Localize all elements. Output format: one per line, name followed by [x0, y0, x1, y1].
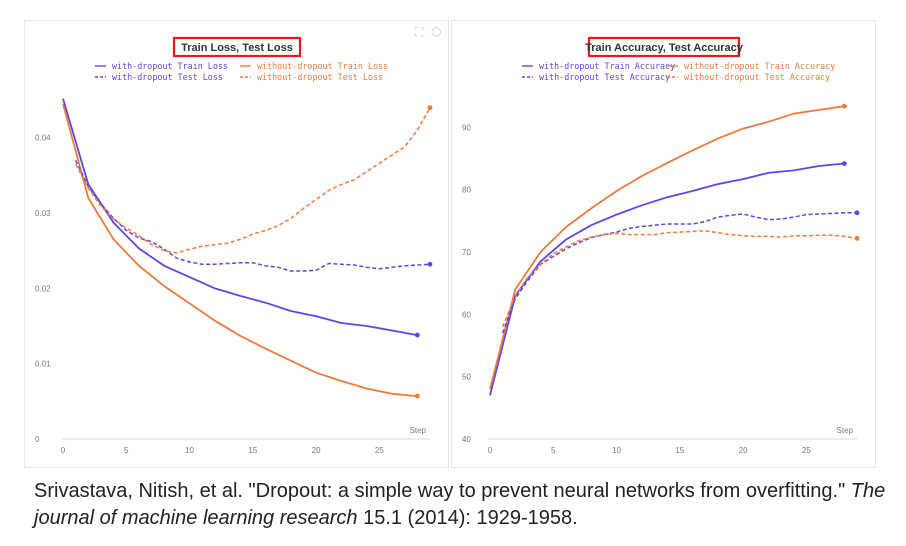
chart-title: Train Loss, Test Loss — [181, 42, 293, 54]
expand-icon[interactable]: ⛶ — [415, 25, 424, 39]
y-tick-label: 50 — [462, 373, 471, 382]
series-line-without-dropout-train-accuracy — [489, 105, 845, 390]
series-end-point-without-dropout-test-accuracy — [854, 235, 860, 241]
series-end-point-with-dropout-train-loss — [414, 332, 420, 338]
series-end-point-with-dropout-test-loss — [427, 261, 433, 267]
legend-label-without-dropout-test-accuracy: without-dropout Test Accuracy — [684, 72, 830, 82]
accuracy-chart: Train Accuracy, Test Accuracy with-dropou… — [462, 36, 860, 455]
series-end-point-with-dropout-test-accuracy — [854, 210, 860, 216]
y-tick-label: 70 — [462, 248, 471, 257]
loss-chart: Train Loss, Test Loss with-dropout Train … — [35, 36, 433, 455]
y-tick-label: 40 — [462, 435, 471, 444]
y-tick-label: 0.02 — [35, 284, 51, 293]
citation-details: 15.1 (2014): 1929-1958. — [357, 507, 578, 529]
legend-label-without-dropout-train-loss: without-dropout Train Loss — [257, 61, 388, 71]
series-line-with-dropout-train-accuracy — [489, 162, 845, 396]
series-end-point-without-dropout-train-loss — [414, 393, 420, 399]
accuracy-chart-panel: Train Accuracy, Test Accuracy with-dropou… — [451, 20, 876, 468]
loss-chart-panel: Train Loss, Test Loss with-dropout Train … — [24, 20, 449, 468]
x-tick-label: 5 — [551, 446, 556, 455]
series-line-without-dropout-train-loss — [62, 103, 418, 397]
series-end-point-with-dropout-train-accuracy — [841, 161, 847, 166]
legend-label-without-dropout-train-accuracy: without-dropout Train Accuracy — [684, 61, 835, 71]
x-tick-label: 10 — [185, 446, 194, 455]
x-tick-label: 25 — [375, 446, 384, 455]
x-tick-label: 15 — [248, 446, 257, 455]
y-tick-label: 90 — [462, 123, 471, 132]
citation: Srivastava, Nitish, et al. "Dropout: a s… — [34, 478, 894, 532]
x-axis-label: Step — [837, 426, 854, 435]
series-line-with-dropout-train-loss — [62, 98, 418, 336]
title-highlight-box — [172, 36, 302, 58]
series-end-point-without-dropout-test-loss — [427, 105, 433, 110]
x-tick-label: 0 — [61, 446, 66, 455]
x-tick-label: 20 — [312, 446, 321, 455]
x-tick-label: 10 — [612, 446, 621, 455]
series-line-with-dropout-test-accuracy — [501, 212, 857, 334]
legend-label-with-dropout-test-loss: with-dropout Test Loss — [112, 72, 223, 82]
legend-label-with-dropout-train-accuracy: with-dropout Train Accuracy — [539, 61, 675, 71]
y-tick-label: 0.03 — [35, 209, 51, 218]
series-end-point-without-dropout-train-accuracy — [841, 103, 847, 109]
y-tick-label: 60 — [462, 310, 471, 319]
series-line-without-dropout-test-accuracy — [502, 230, 858, 328]
comment-icon[interactable]: ○ — [431, 24, 442, 38]
legend-label-without-dropout-test-loss: without-dropout Test Loss — [257, 72, 383, 82]
y-tick-label: 0.01 — [35, 360, 51, 369]
citation-text: Srivastava, Nitish, et al. "Dropout: a s… — [34, 480, 851, 502]
x-tick-label: 20 — [739, 446, 748, 455]
x-tick-label: 0 — [488, 446, 493, 455]
chart-title: Train Accuracy, Test Accuracy — [585, 42, 744, 54]
series-line-without-dropout-test-loss — [75, 107, 431, 254]
legend-label-with-dropout-train-loss: with-dropout Train Loss — [112, 61, 228, 71]
x-tick-label: 15 — [675, 446, 684, 455]
x-tick-label: 25 — [802, 446, 811, 455]
legend-label-with-dropout-test-accuracy: with-dropout Test Accuracy — [539, 72, 670, 82]
title-highlight-box — [587, 36, 741, 58]
series-line-with-dropout-test-loss — [75, 159, 431, 272]
y-tick-label: 0 — [35, 435, 40, 444]
citation-journal: The journal of machine learning research — [34, 480, 886, 529]
x-tick-label: 5 — [124, 446, 129, 455]
y-tick-label: 0.04 — [35, 134, 51, 143]
y-tick-label: 80 — [462, 186, 471, 195]
x-axis-label: Step — [410, 426, 427, 435]
